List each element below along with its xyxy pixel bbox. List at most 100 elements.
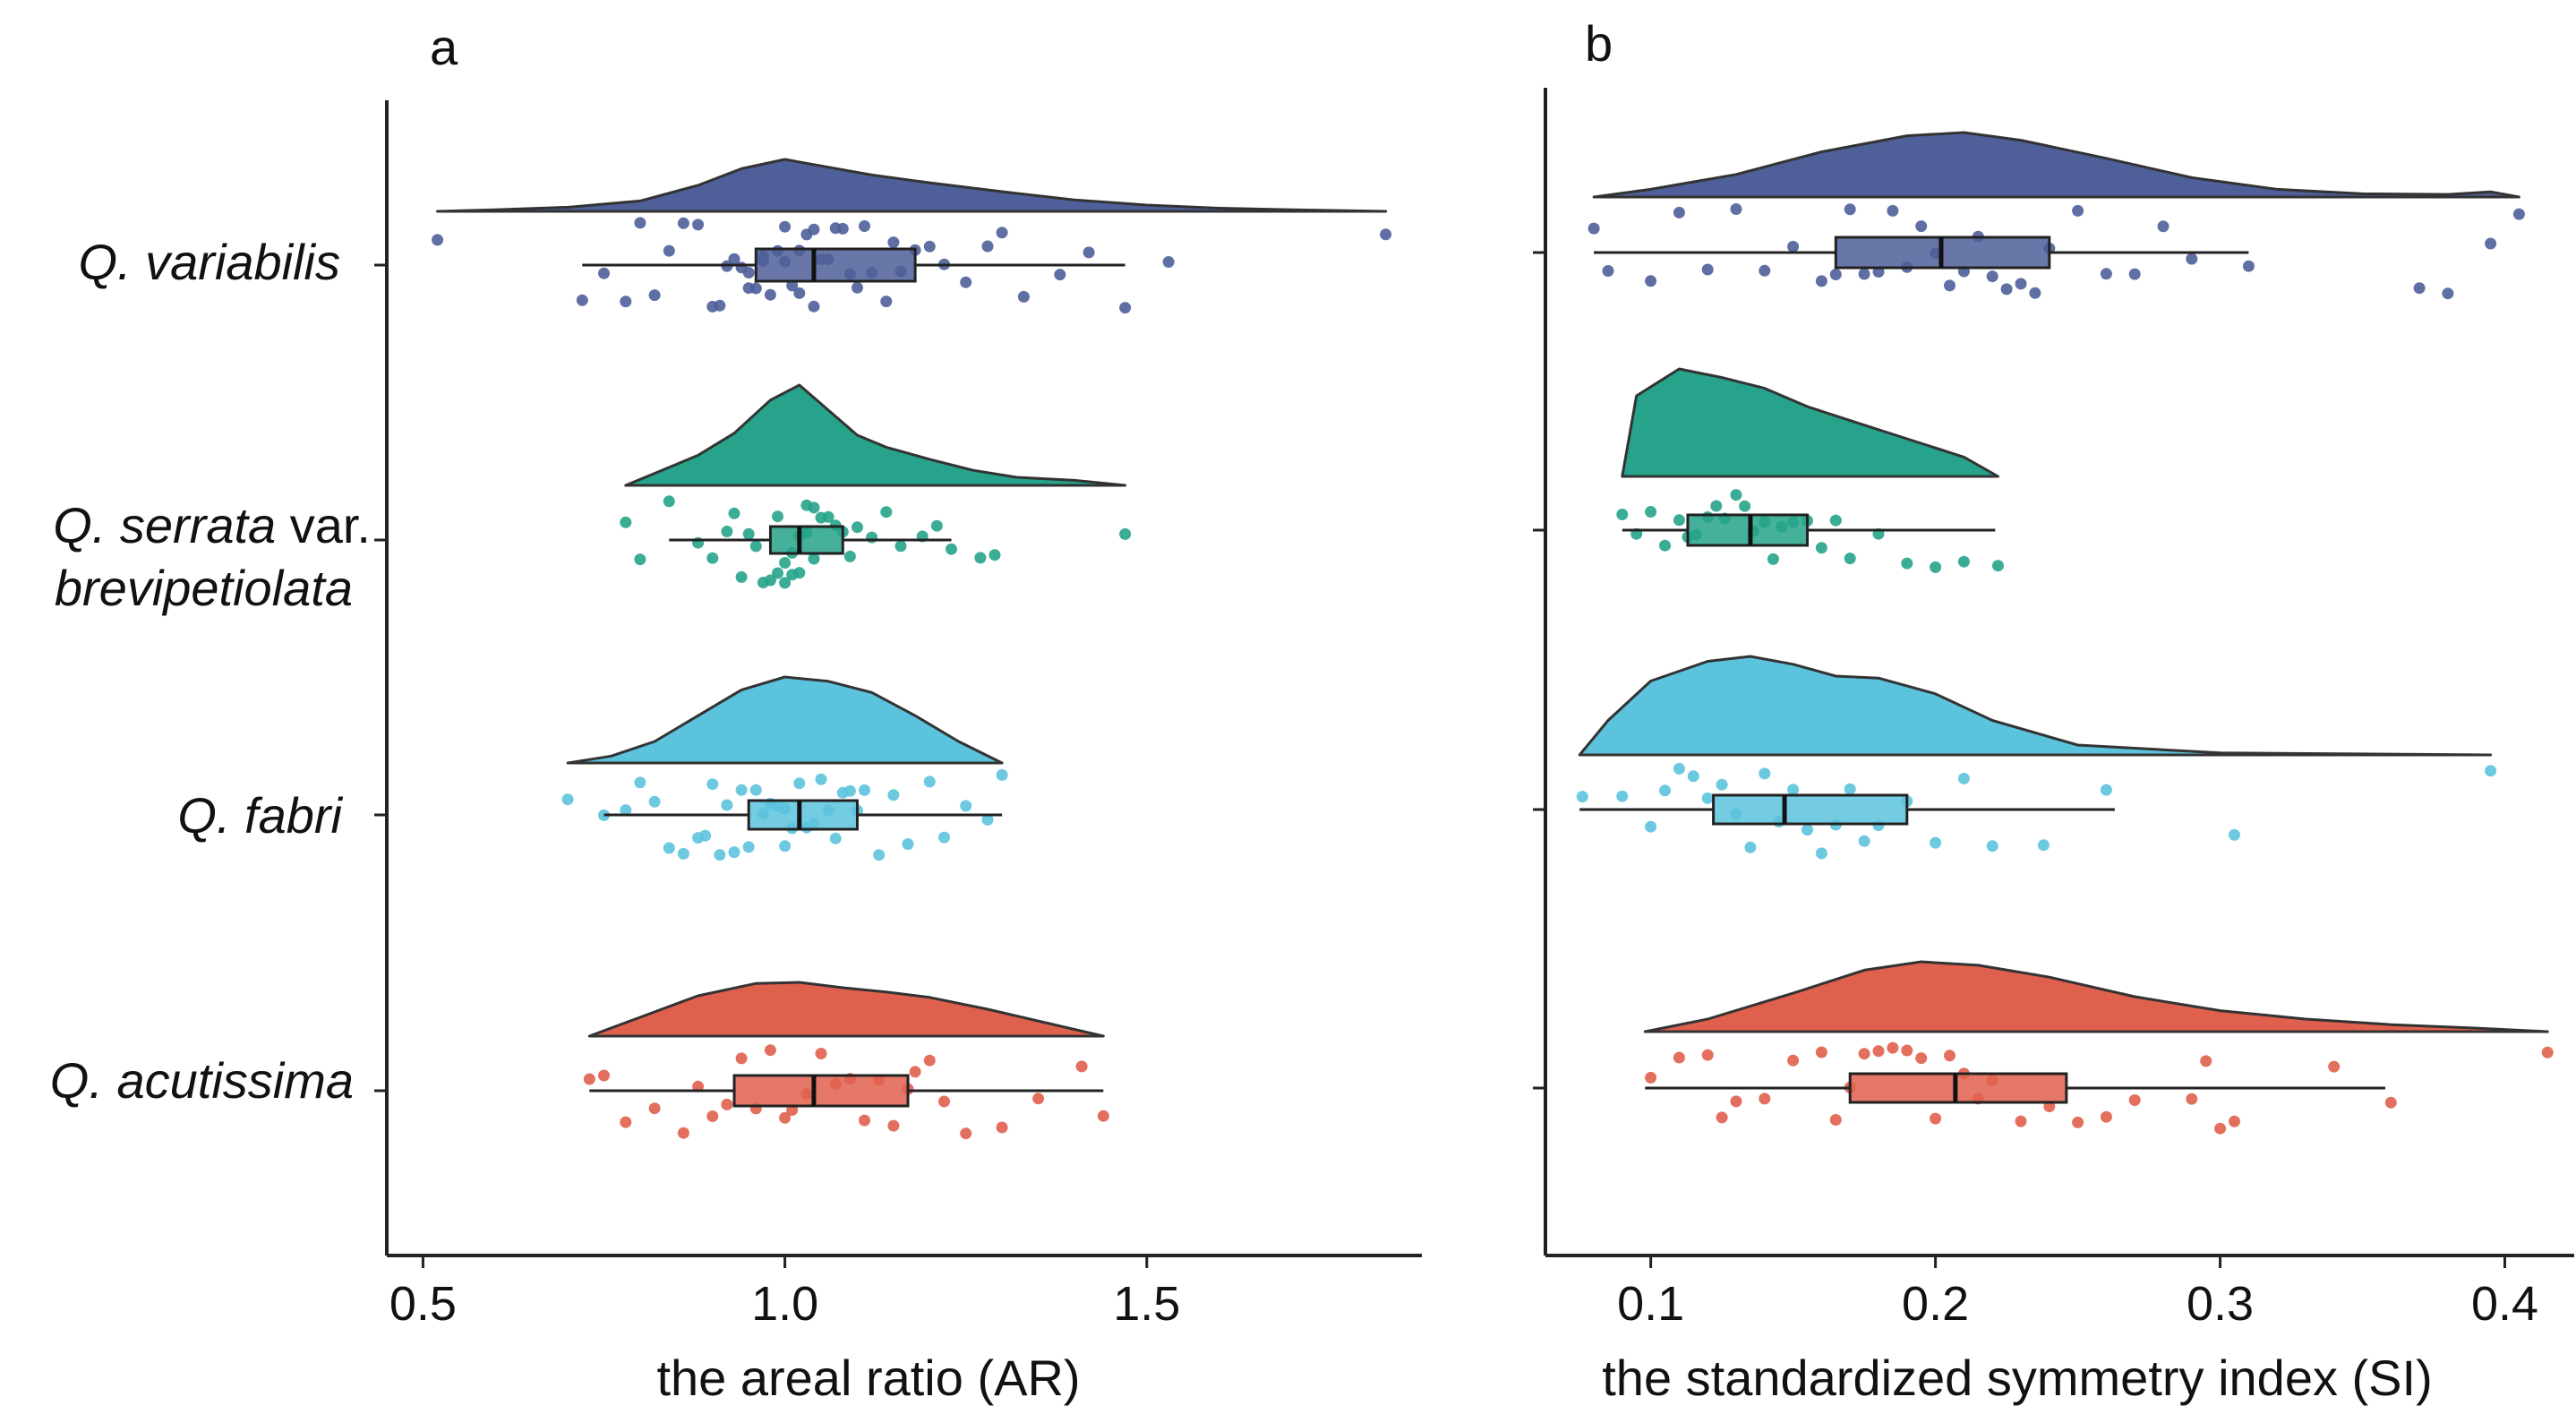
density-cloud-q-serrata — [1621, 367, 1999, 478]
data-point-q-fabri — [742, 841, 755, 853]
data-point-q-fabri — [2229, 828, 2240, 841]
x-tick-label: 0.2 — [1902, 1277, 1969, 1331]
density-cloud-q-variabilis — [436, 158, 1388, 213]
data-point-q-serrata — [1645, 506, 1657, 518]
data-point-q-acutissima — [887, 1119, 900, 1132]
data-point-q-acutissima — [648, 1102, 661, 1115]
data-point-q-variabilis — [1858, 268, 1870, 280]
data-point-q-serrata — [930, 519, 943, 532]
data-point-q-fabri — [699, 829, 712, 842]
data-point-q-fabri — [923, 776, 936, 788]
x-tick-label: 1.5 — [1113, 1277, 1180, 1331]
data-point-q-variabilis — [1701, 263, 1714, 276]
data-point-q-acutissima — [1097, 1110, 1109, 1122]
data-point-q-fabri — [779, 840, 792, 853]
data-point-q-acutissima — [1673, 1051, 1685, 1064]
data-point-q-acutissima — [2200, 1055, 2212, 1067]
data-point-q-acutissima — [735, 1052, 748, 1065]
data-point-q-acutissima — [1901, 1044, 1913, 1057]
data-point-q-variabilis — [2442, 287, 2454, 300]
data-point-q-variabilis — [996, 227, 1008, 239]
data-point-q-serrata — [852, 521, 863, 534]
data-point-q-variabilis — [1602, 265, 1614, 277]
data-point-q-serrata — [808, 553, 820, 565]
data-point-q-variabilis — [2485, 237, 2497, 250]
data-point-q-fabri — [1986, 840, 1998, 853]
data-point-q-variabilis — [1944, 279, 1956, 292]
data-point-q-fabri — [1815, 847, 1827, 860]
density-cloud-q-fabri — [566, 675, 1004, 765]
data-point-q-serrata — [779, 577, 792, 589]
data-point-q-serrata — [764, 574, 776, 587]
data-point-q-acutissima — [2072, 1116, 2084, 1128]
data-point-q-variabilis — [2100, 268, 2112, 280]
data-point-q-fabri — [960, 800, 972, 812]
data-point-q-fabri — [873, 849, 886, 861]
data-point-q-serrata — [620, 516, 632, 528]
data-point-q-variabilis — [1673, 206, 1685, 219]
data-point-q-fabri — [1787, 784, 1800, 796]
data-point-q-variabilis — [692, 219, 705, 231]
species-label-serrata-var: var. — [276, 497, 371, 553]
data-point-q-variabilis — [598, 267, 610, 279]
data-point-q-fabri — [829, 832, 842, 844]
data-point-q-fabri — [663, 842, 675, 854]
data-point-q-acutissima — [1872, 1045, 1885, 1058]
data-point-q-variabilis — [2242, 260, 2255, 272]
data-point-q-acutissima — [706, 1110, 719, 1122]
data-point-q-variabilis — [2186, 253, 2198, 265]
data-point-q-fabri — [677, 847, 689, 860]
data-point-q-acutissima — [2214, 1122, 2227, 1135]
x-tick-label: 0.3 — [2187, 1277, 2254, 1331]
species-label-variabilis: Q. variabilis — [78, 234, 340, 290]
data-point-q-acutissima — [2384, 1096, 2397, 1109]
data-point-q-acutissima — [721, 1098, 733, 1110]
data-point-q-acutissima — [677, 1127, 689, 1139]
x-tick-label: 0.4 — [2471, 1277, 2538, 1331]
data-point-q-variabilis — [880, 296, 893, 308]
data-point-q-fabri — [714, 849, 726, 861]
data-point-q-fabri — [749, 784, 762, 796]
panel-a-letter: a — [430, 19, 458, 75]
data-point-q-serrata — [1730, 489, 1742, 501]
density-cloud-q-fabri — [1578, 655, 2493, 757]
x-axis-title-b: the standardized symmetry index (SI) — [1602, 1350, 2432, 1406]
data-point-q-variabilis — [1730, 203, 1742, 215]
data-point-q-fabri — [2485, 765, 2497, 777]
data-point-q-acutissima — [598, 1069, 610, 1082]
data-point-q-serrata — [779, 557, 792, 569]
density-cloud-q-acutissima — [1643, 960, 2549, 1033]
data-point-q-acutissima — [815, 1048, 827, 1059]
data-point-q-variabilis — [852, 281, 863, 294]
data-point-q-variabilis — [1588, 222, 1600, 235]
data-point-q-serrata — [793, 567, 806, 579]
data-point-q-fabri — [1576, 791, 1588, 803]
data-point-q-acutissima — [2100, 1110, 2112, 1123]
species-label-serrata: Q. serrata var. — [53, 497, 371, 553]
data-point-q-serrata — [822, 510, 834, 523]
data-point-q-serrata — [749, 540, 762, 553]
data-point-q-variabilis — [836, 222, 849, 235]
data-point-q-fabri — [1616, 790, 1629, 802]
data-point-q-fabri — [1744, 841, 1757, 853]
data-point-q-acutissima — [2186, 1093, 2198, 1105]
data-point-q-fabri — [1687, 770, 1699, 783]
data-point-q-variabilis — [786, 279, 799, 292]
data-point-q-variabilis — [808, 300, 820, 313]
data-point-q-serrata — [808, 501, 820, 514]
data-point-q-variabilis — [663, 244, 675, 257]
box-q-fabri — [1712, 793, 1909, 826]
data-point-q-serrata — [728, 507, 740, 519]
data-point-q-acutissima — [938, 1095, 950, 1108]
data-point-q-acutissima — [1930, 1112, 1942, 1125]
data-point-q-serrata — [1815, 542, 1827, 554]
data-point-q-serrata — [1659, 539, 1671, 552]
data-point-q-serrata — [1767, 553, 1779, 565]
data-point-q-variabilis — [808, 223, 820, 236]
data-point-q-fabri — [859, 784, 870, 796]
data-point-q-fabri — [1844, 783, 1856, 795]
data-point-q-fabri — [735, 784, 748, 796]
data-point-q-acutissima — [1730, 1095, 1742, 1108]
panel-b-letter: b — [1585, 15, 1613, 72]
